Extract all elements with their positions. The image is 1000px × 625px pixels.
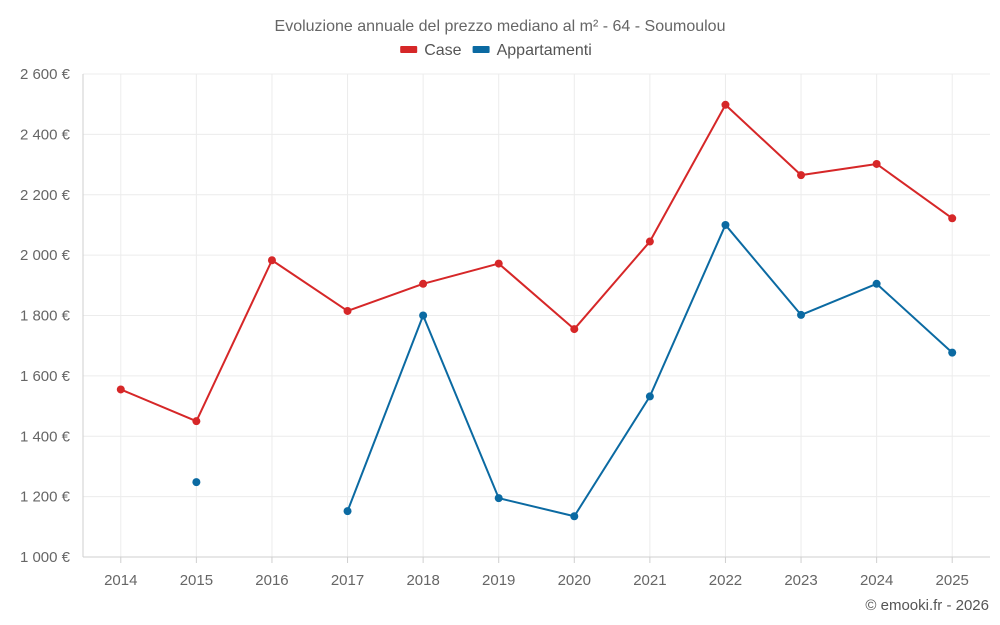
- x-tick-label: 2025: [936, 572, 969, 589]
- data-point-appartamenti: [494, 494, 503, 503]
- data-point-case: [343, 306, 352, 315]
- data-point-case: [797, 171, 806, 180]
- data-point-case: [645, 237, 654, 246]
- y-tick-label: 1 400 €: [20, 428, 71, 445]
- legend-item-appartamenti[interactable]: Appartamenti: [472, 42, 592, 59]
- data-point-case: [192, 417, 201, 426]
- y-tick-label: 2 200 €: [20, 187, 71, 204]
- legend-label-appartamenti: Appartamenti: [497, 42, 592, 59]
- data-point-case: [570, 325, 579, 334]
- data-point-appartamenti: [419, 311, 428, 320]
- x-tick-label: 2018: [406, 572, 439, 589]
- x-tick-label: 2016: [255, 572, 288, 589]
- data-point-case: [494, 259, 503, 268]
- x-tick-label: 2023: [784, 572, 817, 589]
- data-point-appartamenti: [343, 507, 352, 516]
- y-tick-label: 1 800 €: [20, 308, 71, 325]
- x-tick-label: 2017: [331, 572, 364, 589]
- data-point-appartamenti: [570, 512, 579, 521]
- y-tick-label: 2 000 €: [20, 247, 71, 264]
- legend-label-case: Case: [424, 42, 461, 59]
- y-tick-label: 1 600 €: [20, 368, 71, 385]
- series-case: [116, 100, 957, 426]
- grid: [83, 73, 990, 557]
- x-tick-label: 2014: [104, 572, 137, 589]
- data-point-appartamenti: [645, 392, 654, 401]
- legend-swatch-appartamenti: [472, 46, 490, 53]
- legend-item-case[interactable]: Case: [400, 42, 462, 59]
- credit-text: © emooki.fr - 2026: [865, 597, 989, 614]
- legend[interactable]: Case Appartamenti: [400, 42, 592, 59]
- data-point-case: [872, 159, 881, 168]
- y-tick-label: 2 400 €: [20, 126, 71, 143]
- data-point-appartamenti: [721, 220, 730, 229]
- series-group: [116, 100, 957, 521]
- x-tick-label: 2020: [558, 572, 591, 589]
- series-line-case: [120, 103, 953, 423]
- x-tick-label: 2022: [709, 572, 742, 589]
- y-tick-label: 2 600 €: [20, 66, 71, 83]
- data-point-case: [721, 100, 730, 109]
- x-tick-label: 2019: [482, 572, 515, 589]
- legend-swatch-case: [400, 46, 418, 53]
- x-tick-label: 2015: [180, 572, 213, 589]
- data-point-case: [267, 256, 276, 265]
- chart-title: Evoluzione annuale del prezzo mediano al…: [275, 18, 726, 35]
- series-appartamenti: [192, 220, 957, 521]
- data-point-case: [948, 214, 957, 223]
- x-tick-label: 2021: [633, 572, 666, 589]
- data-point-appartamenti: [797, 310, 806, 319]
- axes: 1 000 € 1 200 € 1 400 € 1 600 € 1 800 € 2 000…: [20, 66, 990, 589]
- y-tick-label: 1 200 €: [20, 489, 71, 506]
- data-point-appartamenti: [948, 348, 957, 357]
- data-point-appartamenti: [192, 478, 201, 487]
- data-point-appartamenti: [872, 279, 881, 288]
- data-point-case: [116, 385, 125, 394]
- y-tick-label: 1 000 €: [20, 549, 71, 566]
- x-tick-label: 2024: [860, 572, 893, 589]
- data-point-case: [419, 279, 428, 288]
